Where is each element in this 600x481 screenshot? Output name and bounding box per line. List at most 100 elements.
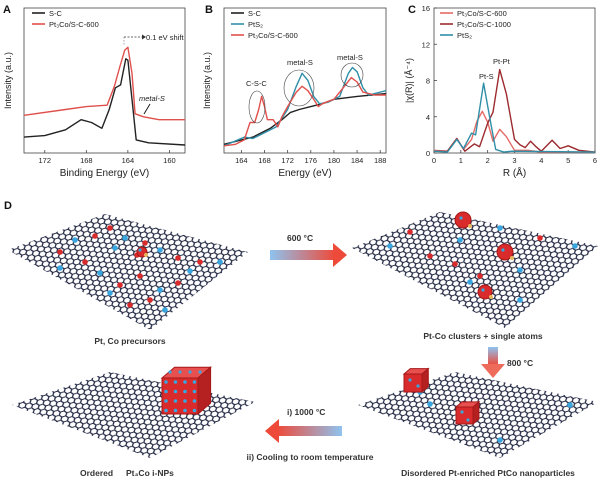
pt-atom [57,249,63,255]
co-atom [192,399,197,403]
x-tick-label: 164 [122,156,135,165]
pt-atom [147,297,153,303]
x-tick-label: 164 [235,156,248,165]
series-line-2 [223,76,386,147]
arrow-600-label: 600 °C [287,233,313,243]
synthesis-diagram: 600 °C 800 °C i) 1000 °C ii) Cooling to … [8,211,598,478]
ordered-pt3co-nanoparticle-side [197,366,212,416]
x-tick-label: 6 [593,156,597,165]
co-atom [427,401,433,407]
co-atom [217,259,223,265]
arrow-600-body [270,250,335,260]
s-atom [489,295,493,299]
co-atom [168,370,172,374]
legend-label: Pt₃Co/S-C-600 [248,31,298,40]
x-axis-label: R (Å) [503,166,526,179]
arrow-600-head [333,243,347,267]
co-atom [192,389,197,394]
arrow-800-label: 800 °C [507,358,533,368]
co-atom [459,216,463,220]
x-tick-label: 176 [305,156,318,165]
annotation: C-S-C [246,79,267,88]
co-atom [173,389,178,394]
y-tick-label: 4 [426,113,430,122]
pt-atom [142,240,148,246]
annotation: metal-S [337,53,363,62]
chart-b: 164 168 172 176 180 184 188 Energy (eV) Intensit… [202,7,387,179]
series-line-1 [23,46,185,121]
legend-label: Pt₃Co/S-C-1000 [457,20,511,29]
label-ordered-formula: Pt₃Co i-NPs [126,468,174,478]
x-tick-label: 172 [281,156,294,165]
series-line-0 [433,110,595,153]
x-tick-label: 172 [39,156,52,165]
co-atom [497,225,503,231]
ordered-pt3co-nanoparticle-front [161,377,199,415]
x-tick-label: 184 [351,156,364,165]
s-atom [144,253,148,257]
co-atom [157,247,163,253]
annotation: Pt-Pt [493,57,511,66]
co-atom [183,389,187,394]
x-tick-label: 1 [459,156,463,165]
co-atom [497,437,503,443]
pt-atom [407,229,413,235]
co-atom [157,287,163,293]
co-atom [164,389,168,394]
plot-frame [23,7,186,154]
co-atom [517,267,523,273]
pt-atom [452,261,458,267]
co-atom [173,380,178,384]
legend-label: S-C [248,9,262,18]
x-tick-label: 188 [374,156,387,165]
pt-atom [117,282,123,288]
y-axis-label: Intensity (a.u.) [3,52,13,109]
x-tick-label: 3 [512,156,516,165]
co-atom [164,380,168,384]
co-atom [408,378,412,382]
x-tick-label: 4 [539,156,543,165]
pt-atom [137,273,143,279]
arrow-cooling-label: ii) Cooling to room temperature [246,452,373,462]
co-atom [517,297,523,303]
graphene-sheet-clusters [352,212,598,328]
pt-atom [107,225,113,231]
disordered-nanoparticle-2-side [472,400,480,426]
atoms [57,211,578,443]
co-atom [173,399,178,403]
series-line-0 [23,58,186,146]
co-atom [481,288,485,292]
co-atom [457,237,463,243]
co-atom [416,384,420,388]
x-axis-label: Binding Energy (eV) [60,168,150,179]
co-atom [387,243,393,249]
series-line-1 [223,66,387,147]
x-tick-label: 5 [566,156,570,165]
s-atom [468,224,472,228]
panel-label-b: B [205,4,213,16]
co-atom [467,279,473,285]
co-atom [460,410,464,414]
pt-atom [197,259,203,265]
series-line-1 [434,68,596,153]
co-atom [567,402,573,408]
legend-label: Pt₃Co/S-C-600 [49,20,99,29]
x-axis-label: Energy (eV) [278,168,331,179]
series-line-2 [433,82,596,153]
x-tick-label: 0 [432,156,436,165]
x-tick-label: 2 [486,156,490,165]
label-clusters: Pt-Co clusters + single atoms [423,331,543,341]
co-atom [183,399,187,403]
panel-label-a: A [3,4,11,16]
arrow-1000-label: i) 1000 °C [287,407,325,417]
pt-atom [92,233,98,239]
y-tick-label: 0 [426,149,430,158]
pt-atom [175,255,181,261]
co-atom [162,307,168,313]
co-atom [188,370,192,374]
co-atom [501,248,505,252]
plot-frame [223,7,387,154]
series-line-0 [223,92,387,145]
